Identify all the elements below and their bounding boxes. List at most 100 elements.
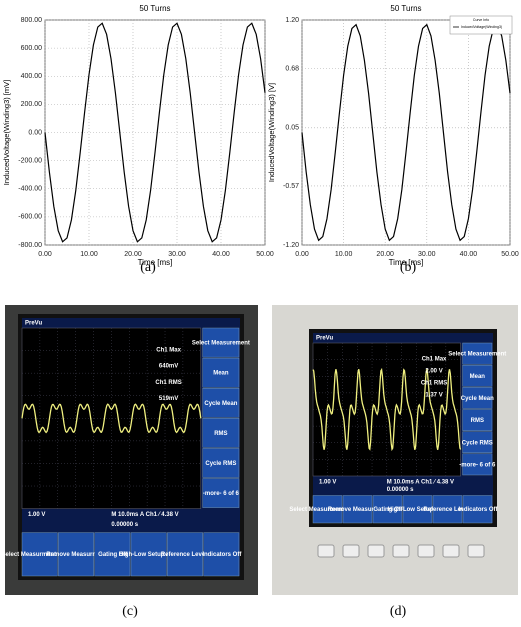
scope-button xyxy=(367,544,385,558)
y-tick-label: 0.68 xyxy=(285,66,299,73)
side-menu-item xyxy=(202,327,240,358)
chart-title: 50 Turns xyxy=(390,4,421,13)
side-menu-item xyxy=(462,453,493,476)
y-tick-label: 0.05 xyxy=(285,125,299,132)
side-menu-item xyxy=(202,448,240,478)
scope-readout: 640mV xyxy=(159,364,178,370)
bottom-menu-label: Select Measurment for Ch1 xyxy=(1,552,79,558)
scope-timebase: M 10.0ms A Ch1 ⁄ 4.38 V xyxy=(111,512,178,518)
side-menu-item xyxy=(462,364,493,387)
panel-caption: (d) xyxy=(390,604,407,619)
scope-readout: 2.00 V xyxy=(425,369,442,375)
bottom-menu-label: Indicators Off xyxy=(202,552,242,558)
side-menu-label: -more- 6 of 6 xyxy=(203,491,240,497)
side-menu-label: RMS xyxy=(214,431,227,437)
y-axis-label: InducedVoltage(Winding3) [mV] xyxy=(2,80,11,185)
bottom-menu-item xyxy=(21,532,58,577)
bottom-menu-item xyxy=(203,532,240,577)
y-axis-label: InducedVoltage(Winding3) [V] xyxy=(267,83,276,182)
x-tick-label: 40.00 xyxy=(212,251,230,258)
side-menu-label: Cycle RMS xyxy=(462,440,493,446)
y-tick-label: 800.00 xyxy=(21,17,43,24)
x-tick-label: 30.00 xyxy=(168,251,186,258)
bottom-menu-item xyxy=(372,495,403,524)
bottom-menu-item xyxy=(432,495,463,524)
bottom-menu-label: Reference Levels xyxy=(161,552,211,558)
x-tick-label: 10.00 xyxy=(335,251,353,258)
scope-readout: 1.37 V xyxy=(425,392,442,398)
data-line xyxy=(44,22,266,243)
x-tick-label: 0.00 xyxy=(295,251,309,258)
side-menu-item xyxy=(202,418,240,448)
bottom-menu-item xyxy=(462,495,493,524)
side-menu-label: -more- 6 of 6 xyxy=(459,462,496,468)
scope-position: 0.00000 s xyxy=(387,487,414,493)
bottom-menu-item xyxy=(167,532,203,577)
bottom-menu-item xyxy=(94,532,131,577)
bottom-menu-label: Indicators Off xyxy=(458,507,498,513)
scope-position: 0.00000 s xyxy=(111,522,138,528)
scope-button xyxy=(392,544,410,558)
side-menu-label: Select Measurement xyxy=(192,341,250,347)
x-axis-label: Time [ms] xyxy=(138,258,173,267)
bottom-menu-item xyxy=(402,495,433,524)
x-tick-label: 50.00 xyxy=(501,251,519,258)
scope-readout: Ch1 Max xyxy=(422,357,447,363)
scope-button xyxy=(317,544,335,558)
y-tick-label: 1.20 xyxy=(285,17,299,24)
side-menu-label: Cycle Mean xyxy=(461,396,494,402)
y-tick-label: -600.00 xyxy=(18,214,42,221)
plot-area xyxy=(301,19,511,246)
side-menu-item xyxy=(462,387,493,409)
bottom-menu-item xyxy=(58,532,94,577)
x-tick-label: 0.00 xyxy=(38,251,52,258)
scope-scale: 1.00 V xyxy=(319,480,336,486)
y-tick-label: 0.00 xyxy=(28,129,42,136)
side-menu-label: Cycle Mean xyxy=(204,401,237,407)
bottom-menu-item xyxy=(130,532,167,577)
side-menu-item xyxy=(202,388,240,418)
x-tick-label: 50.00 xyxy=(256,251,274,258)
side-menu-item xyxy=(202,357,240,388)
scope-readout: 519mV xyxy=(159,396,178,402)
scope-tab: PreVu xyxy=(25,321,42,327)
scope-timebase: M 10.0ms A Ch1 ⁄ 4.38 V xyxy=(387,480,454,486)
panel-caption: (a) xyxy=(140,260,156,275)
bottom-menu-label: Remove Measurment xyxy=(46,552,106,558)
panel-caption: (b) xyxy=(400,260,417,275)
side-menu-label: Mean xyxy=(213,371,229,377)
legend-label: InducedVoltage(Winding3) xyxy=(461,25,502,29)
bottom-menu-label: Gating Off xyxy=(373,507,403,513)
side-menu-item xyxy=(462,431,493,454)
side-menu-label: Cycle RMS xyxy=(205,461,236,467)
x-axis-label: Time [ms] xyxy=(389,258,424,267)
y-tick-label: -800.00 xyxy=(18,242,42,249)
scope-button xyxy=(342,544,360,558)
x-tick-label: 40.00 xyxy=(460,251,478,258)
legend-box xyxy=(449,15,513,35)
scope-button xyxy=(467,544,485,558)
legend-title: Curve Info xyxy=(473,18,489,22)
bottom-menu-label: High-Low Setup Auto xyxy=(119,552,180,558)
x-tick-label: 20.00 xyxy=(124,251,142,258)
x-tick-label: 10.00 xyxy=(80,251,98,258)
y-tick-label: 200.00 xyxy=(21,101,43,108)
panel-caption: (c) xyxy=(122,604,138,619)
y-tick-label: 400.00 xyxy=(21,73,43,80)
side-menu-item xyxy=(202,478,240,508)
side-menu-label: Mean xyxy=(470,374,486,380)
side-menu-item xyxy=(462,409,493,431)
y-tick-label: -400.00 xyxy=(18,186,42,193)
scope-button xyxy=(417,544,435,558)
waveform-trace xyxy=(21,403,202,434)
bottom-menu-label: Reference Levels xyxy=(423,507,473,513)
scope-readout: Ch1 Max xyxy=(156,347,181,353)
bottom-menu-label: Remove Measurment xyxy=(328,507,388,513)
chart-title: 50 Turns xyxy=(139,4,170,13)
scope-tab: PreVu xyxy=(316,336,333,342)
side-menu-item xyxy=(462,342,493,365)
side-menu-label: RMS xyxy=(471,418,484,424)
side-menu-label: Select Measurement xyxy=(448,352,506,358)
scope-button xyxy=(442,544,460,558)
